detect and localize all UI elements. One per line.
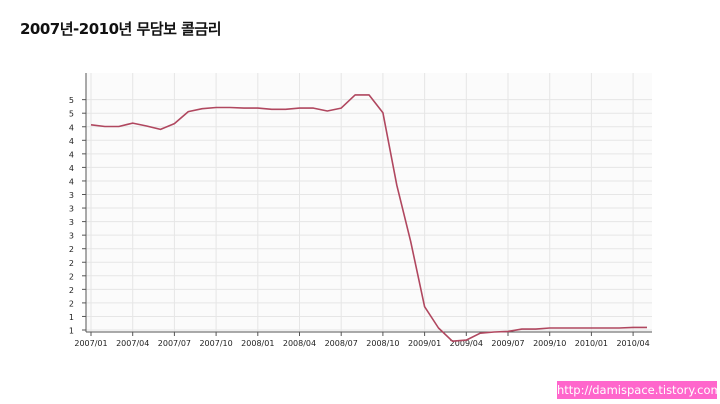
- y-tick-label: 5: [69, 96, 74, 105]
- y-tick-label: 3: [69, 218, 74, 227]
- x-tick-label: 2007/01: [74, 339, 107, 348]
- data-point: [396, 184, 398, 186]
- blog-url-watermark[interactable]: http://damispace.tistory.com: [557, 381, 717, 399]
- y-tick-label: 1: [69, 313, 74, 322]
- x-tick-label: 2010/04: [616, 339, 649, 348]
- x-tick-label: 2009/04: [450, 339, 483, 348]
- data-point: [340, 107, 342, 109]
- x-tick-label: 2009/10: [533, 339, 566, 348]
- data-point: [451, 340, 453, 342]
- data-point: [187, 111, 189, 113]
- x-tick-label: 2008/07: [325, 339, 358, 348]
- y-tick-label: 2: [69, 272, 74, 281]
- y-tick-label: 4: [69, 137, 74, 146]
- y-tick-label: 2: [69, 259, 74, 268]
- data-point: [160, 128, 162, 130]
- data-point: [590, 327, 592, 329]
- y-tick-label: 3: [69, 205, 74, 214]
- data-point: [201, 108, 203, 110]
- data-point: [424, 306, 426, 308]
- x-tick-label: 2009/07: [491, 339, 524, 348]
- data-point: [229, 107, 231, 109]
- y-tick-label: 2: [69, 286, 74, 295]
- y-tick-label: 3: [69, 191, 74, 200]
- data-point: [285, 108, 287, 110]
- data-point: [521, 328, 523, 330]
- y-tick-label: 4: [69, 164, 74, 173]
- data-point: [438, 327, 440, 329]
- y-tick-label: 4: [69, 150, 74, 159]
- x-tick-label: 2007/10: [199, 339, 232, 348]
- data-point: [90, 124, 92, 126]
- data-point: [312, 107, 314, 109]
- series-line: [90, 94, 647, 343]
- axes: [82, 73, 652, 336]
- gridlines: [86, 73, 652, 332]
- data-point: [132, 122, 134, 124]
- data-point: [173, 123, 175, 125]
- x-tick-label: 2007/04: [116, 339, 149, 348]
- data-point: [577, 327, 579, 329]
- data-point: [271, 108, 273, 110]
- y-axis-ticks: 1 1 2 2 2 2 2 3 3 3 3 4 4 4 4 4 5 5: [69, 96, 74, 335]
- data-point: [507, 330, 509, 332]
- plot-background: [86, 73, 652, 332]
- y-tick-label: 5: [69, 110, 74, 119]
- data-point: [104, 126, 106, 128]
- data-point: [215, 107, 217, 109]
- y-tick-label: 2: [69, 299, 74, 308]
- y-tick-label: 2: [69, 245, 74, 254]
- data-point: [368, 94, 370, 96]
- x-axis-ticks: 2007/01 2007/04 2007/07 2007/10 2008/01 2008/…: [74, 339, 649, 348]
- data-point: [549, 327, 551, 329]
- data-point: [299, 107, 301, 109]
- data-point: [479, 332, 481, 334]
- data-point: [410, 241, 412, 243]
- data-point: [118, 126, 120, 128]
- series-layer: [90, 94, 648, 343]
- data-point: [618, 327, 620, 329]
- y-tick-label: 1: [69, 327, 74, 336]
- data-point: [382, 112, 384, 114]
- x-tick-label: 2008/01: [241, 339, 274, 348]
- y-tick-label: 3: [69, 232, 74, 241]
- data-point: [563, 327, 565, 329]
- data-point: [646, 326, 648, 328]
- data-point: [326, 110, 328, 112]
- data-point: [257, 107, 259, 109]
- data-point: [493, 331, 495, 333]
- x-tick-label: 2008/04: [283, 339, 316, 348]
- x-tick-label: 2008/10: [366, 339, 399, 348]
- data-point: [604, 327, 606, 329]
- x-tick-label: 2010/01: [575, 339, 608, 348]
- data-point: [243, 107, 245, 109]
- data-point: [146, 125, 148, 127]
- chart-title: 2007년-2010년 무담보 콜금리: [20, 20, 222, 38]
- data-point: [535, 328, 537, 330]
- y-tick-label: 4: [69, 177, 74, 186]
- y-tick-label: 4: [69, 123, 74, 132]
- data-point: [465, 339, 467, 341]
- x-tick-label: 2007/07: [158, 339, 191, 348]
- data-point: [354, 94, 356, 96]
- data-point: [632, 326, 634, 328]
- x-tick-label: 2009/01: [408, 339, 441, 348]
